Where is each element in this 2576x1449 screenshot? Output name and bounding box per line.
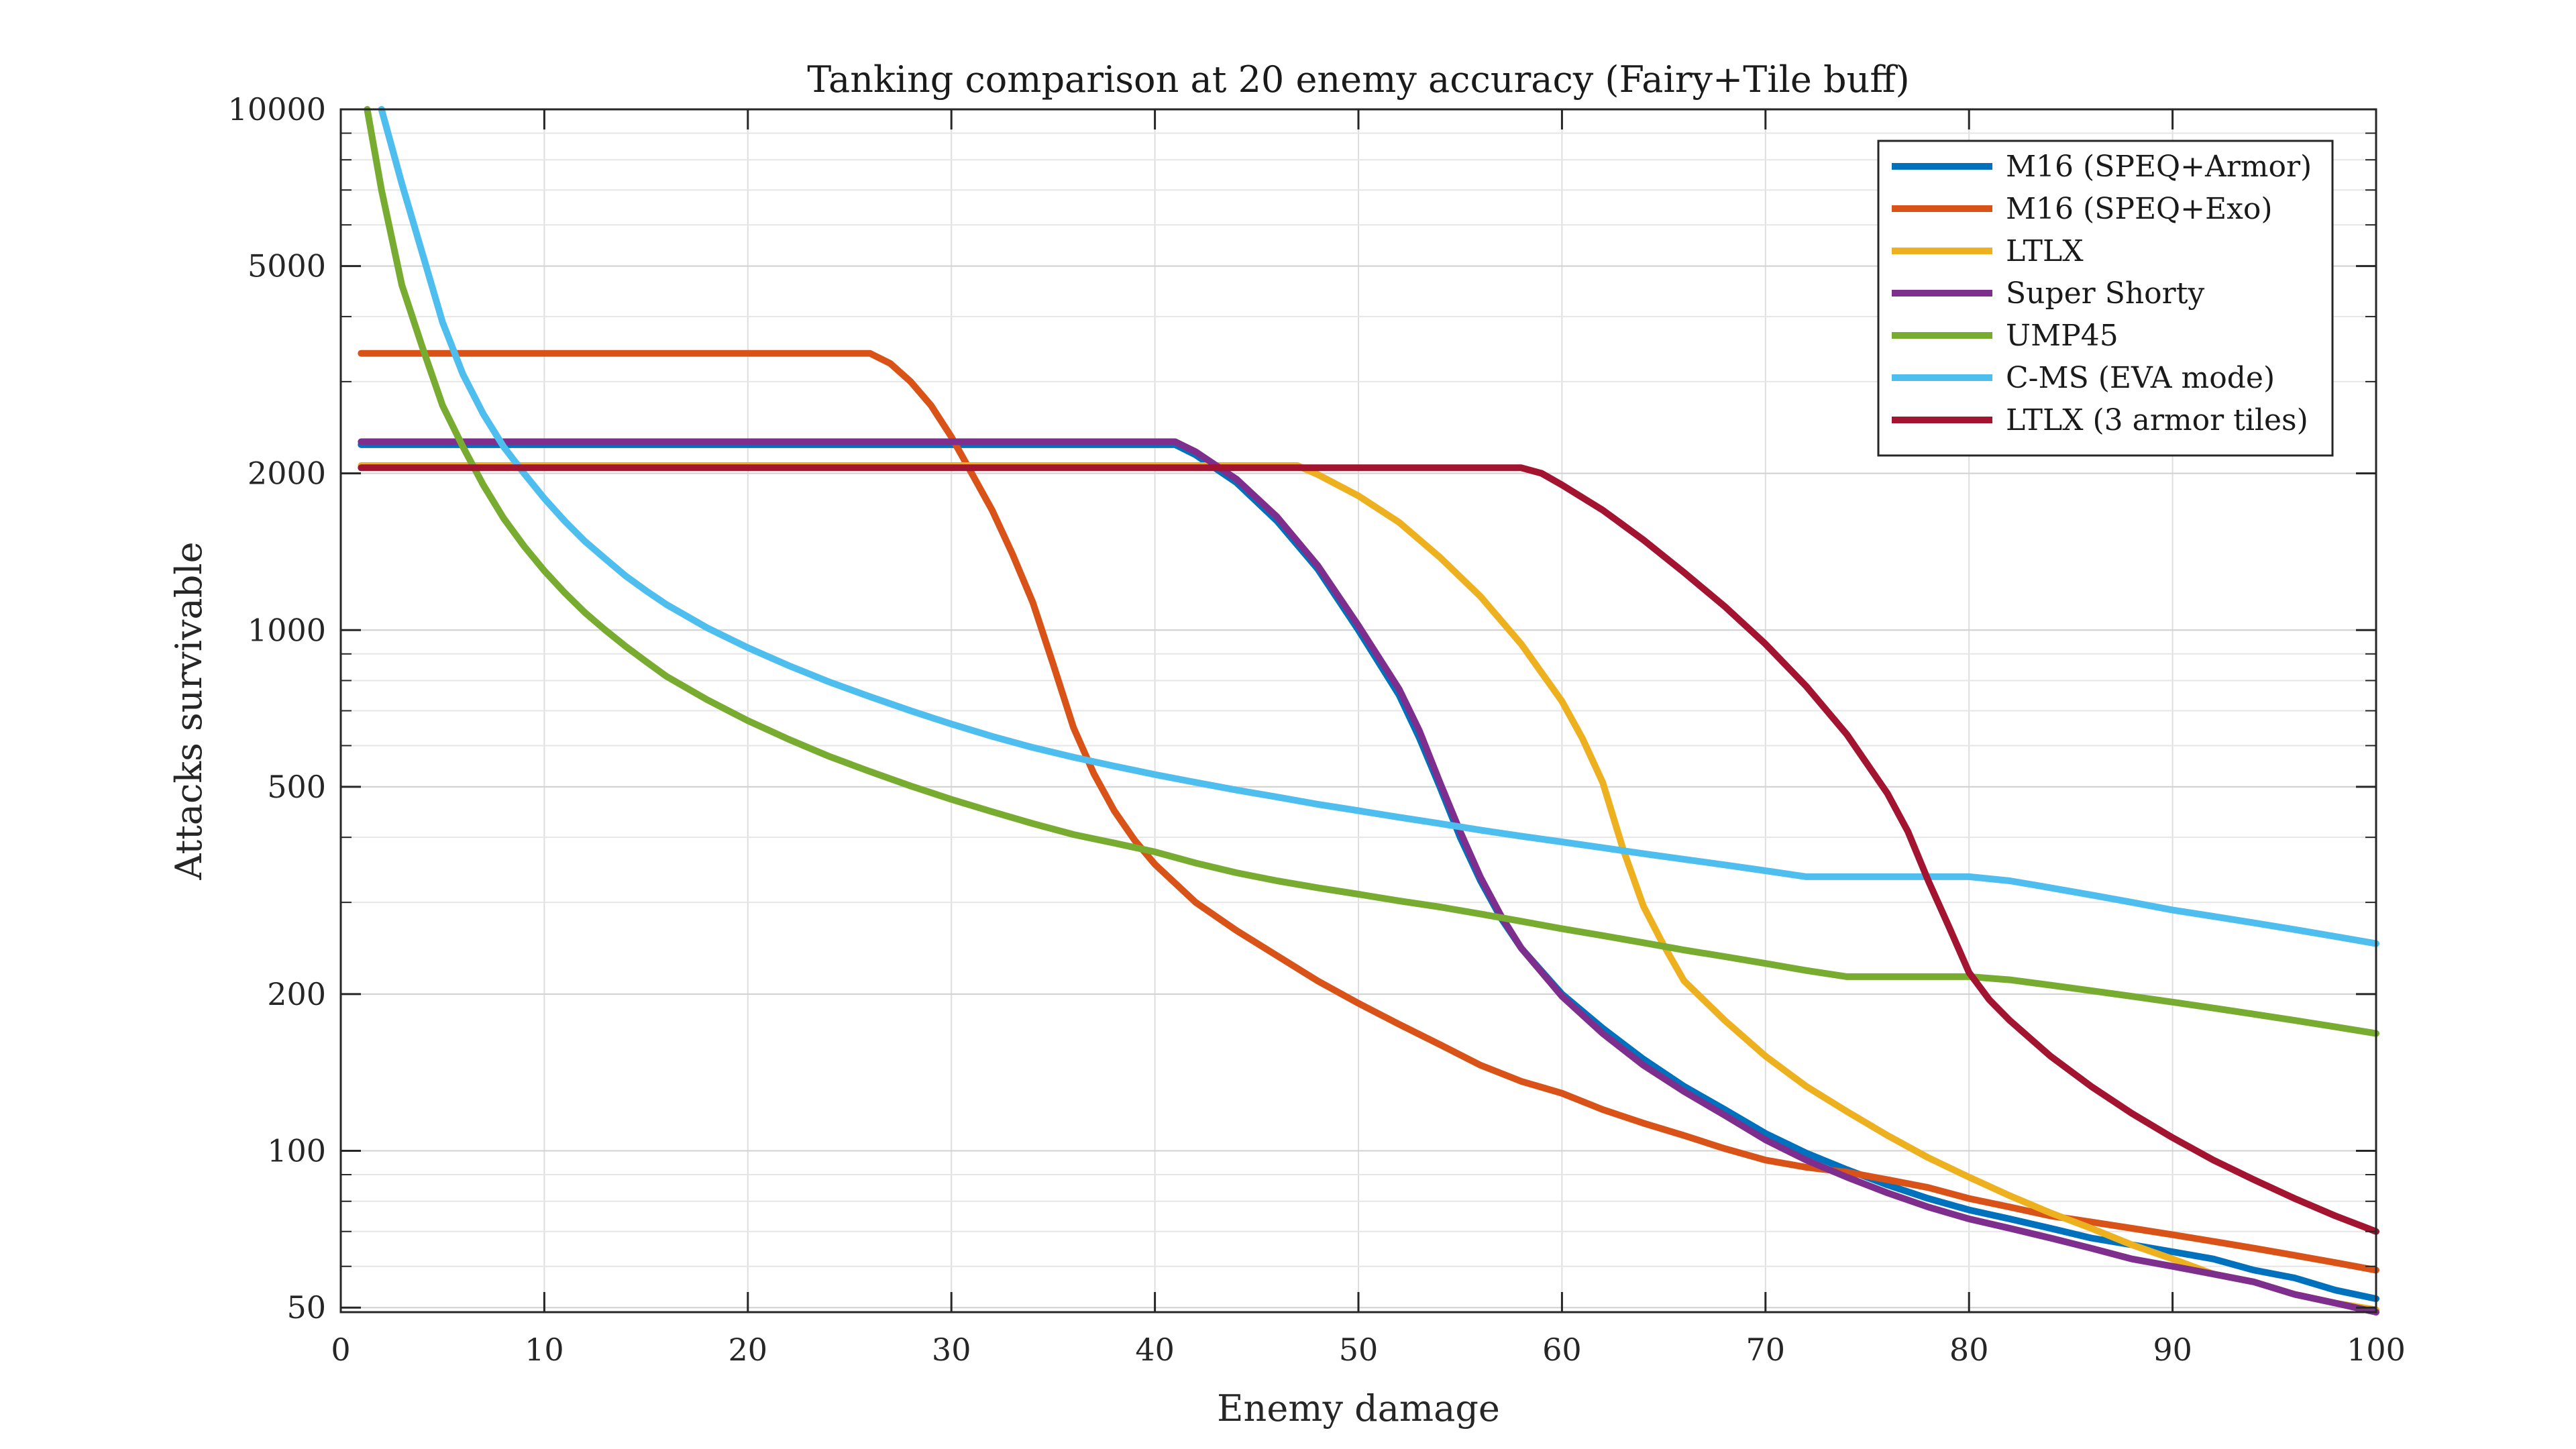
legend-label: Super Shorty [2006,276,2204,311]
y-tick-label: 10000 [228,91,326,127]
y-tick-label: 5000 [248,248,326,284]
legend-label: M16 (SPEQ+Armor) [2006,150,2312,184]
y-tick-label: 200 [267,976,326,1012]
x-tick-label: 10 [525,1332,564,1368]
x-axis-label: Enemy damage [1217,1387,1500,1430]
legend-box [1877,140,2334,457]
x-tick-label: 0 [331,1332,350,1368]
legend-label: M16 (SPEQ+Exo) [2006,192,2273,226]
series-line-super-shorty [358,438,2379,1316]
x-tick-label: 90 [2153,1332,2192,1368]
series-layer [358,106,2379,1316]
y-axis-label: Attacks survivable [168,541,210,880]
series-line-c-ms-eva-mode [378,106,2379,947]
y-tick-label: 100 [267,1133,326,1169]
y-tick-label: 50 [286,1289,326,1326]
x-tick-label: 30 [932,1332,971,1368]
x-tick-label: 100 [2347,1332,2406,1368]
x-tick-label: 60 [1542,1332,1582,1368]
x-tick-label: 20 [729,1332,768,1368]
legend-label: C-MS (EVA mode) [2006,361,2275,395]
series-line-ltlx [358,462,2379,1313]
series-line-ump45 [364,106,2379,1037]
x-tick-label: 70 [1746,1332,1786,1368]
x-tick-label: 40 [1135,1332,1175,1368]
y-tick-label: 1000 [248,612,326,648]
y-tick-label: 500 [267,769,326,805]
legend-label: LTLX [2006,234,2084,268]
legend-label: LTLX (3 armor tiles) [2006,403,2308,437]
chart-title: Tanking comparison at 20 enemy accuracy … [807,58,1910,101]
legend: M16 (SPEQ+Armor) M16 (SPEQ+Exo) LTLX Super … [1877,140,2334,457]
ticks: 0 10 20 30 40 50 60 70 80 90 100 50 100 200 500 1000 200… [228,91,2406,1368]
x-tick-label: 50 [1339,1332,1379,1368]
x-tick-label: 80 [1949,1332,1989,1368]
series-line-ltlx-3-armor-tiles [358,464,2379,1235]
legend-label: UMP45 [2006,319,2118,353]
y-tick-label: 2000 [248,455,326,492]
